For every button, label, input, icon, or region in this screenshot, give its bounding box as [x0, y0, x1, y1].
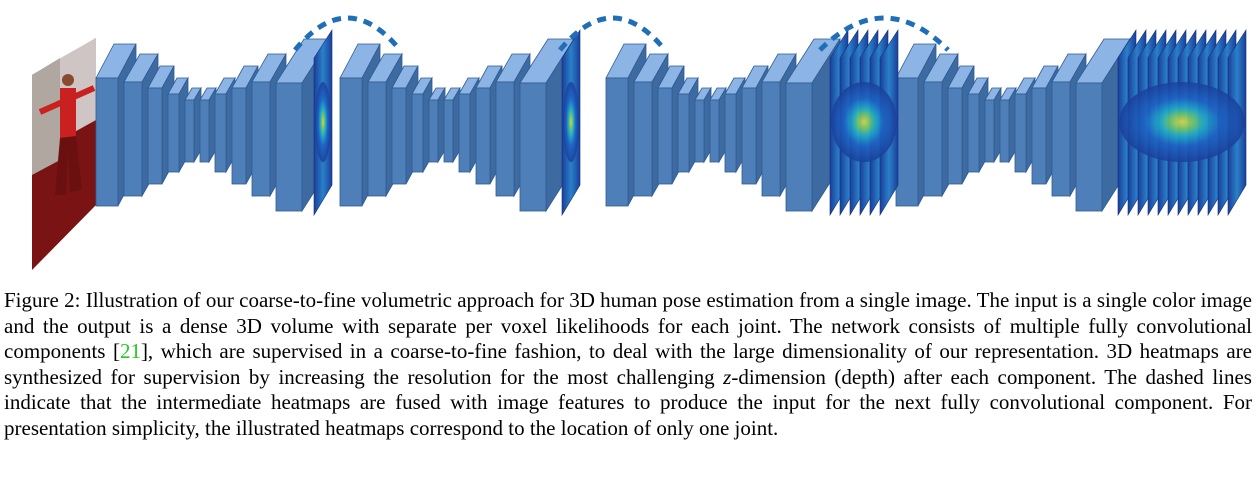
- heatmap-hotspot-4: [1119, 82, 1245, 162]
- dashed-arc-1: [293, 15, 402, 52]
- block-c1-5: [184, 86, 202, 164]
- heatmap-hotspot-2: [563, 82, 579, 162]
- dashed-arc-3: [818, 15, 950, 52]
- heatmap-volume-1: [313, 28, 333, 217]
- network-blocks: [95, 37, 1131, 213]
- citation-link[interactable]: 21: [119, 339, 141, 364]
- network-figure: [32, 15, 1247, 270]
- caption-text-2: ], which are supervised in a coarse-to-f…: [4, 339, 1252, 389]
- figure-torso: [60, 88, 76, 138]
- input-image: [32, 38, 96, 270]
- figure-head: [62, 74, 74, 86]
- heatmap-hotspot-1: [315, 82, 331, 162]
- caption-text-3: -dimension (depth) after each component.…: [4, 364, 1252, 440]
- heatmap-volume-2: [561, 28, 581, 217]
- photo-wall: [32, 58, 60, 175]
- caption-text-1: Figure 2: Illustration of our coarse-to-…: [4, 288, 1252, 364]
- heatmap-volumes: [313, 28, 1247, 217]
- heatmap-volume-3: [829, 28, 899, 217]
- block-c4-6: [999, 86, 1017, 164]
- block-c3-5: [694, 86, 712, 164]
- dashed-connections: [293, 15, 950, 52]
- figure-caption: Figure 2: Illustration of our coarse-to-…: [4, 288, 1252, 442]
- block-c4-5: [984, 86, 1002, 164]
- block-c2-6: [443, 86, 461, 164]
- heatmap-volume-4: [1117, 28, 1247, 217]
- block-c2-5: [428, 86, 446, 164]
- dashed-arc-2: [558, 15, 667, 52]
- block-c2-10: [519, 37, 575, 213]
- block-c1-6: [199, 86, 217, 164]
- figure-legs: [55, 136, 82, 195]
- heatmap-hotspot-3: [831, 82, 897, 162]
- math-z: z: [723, 364, 732, 389]
- block-c3-6: [709, 86, 727, 164]
